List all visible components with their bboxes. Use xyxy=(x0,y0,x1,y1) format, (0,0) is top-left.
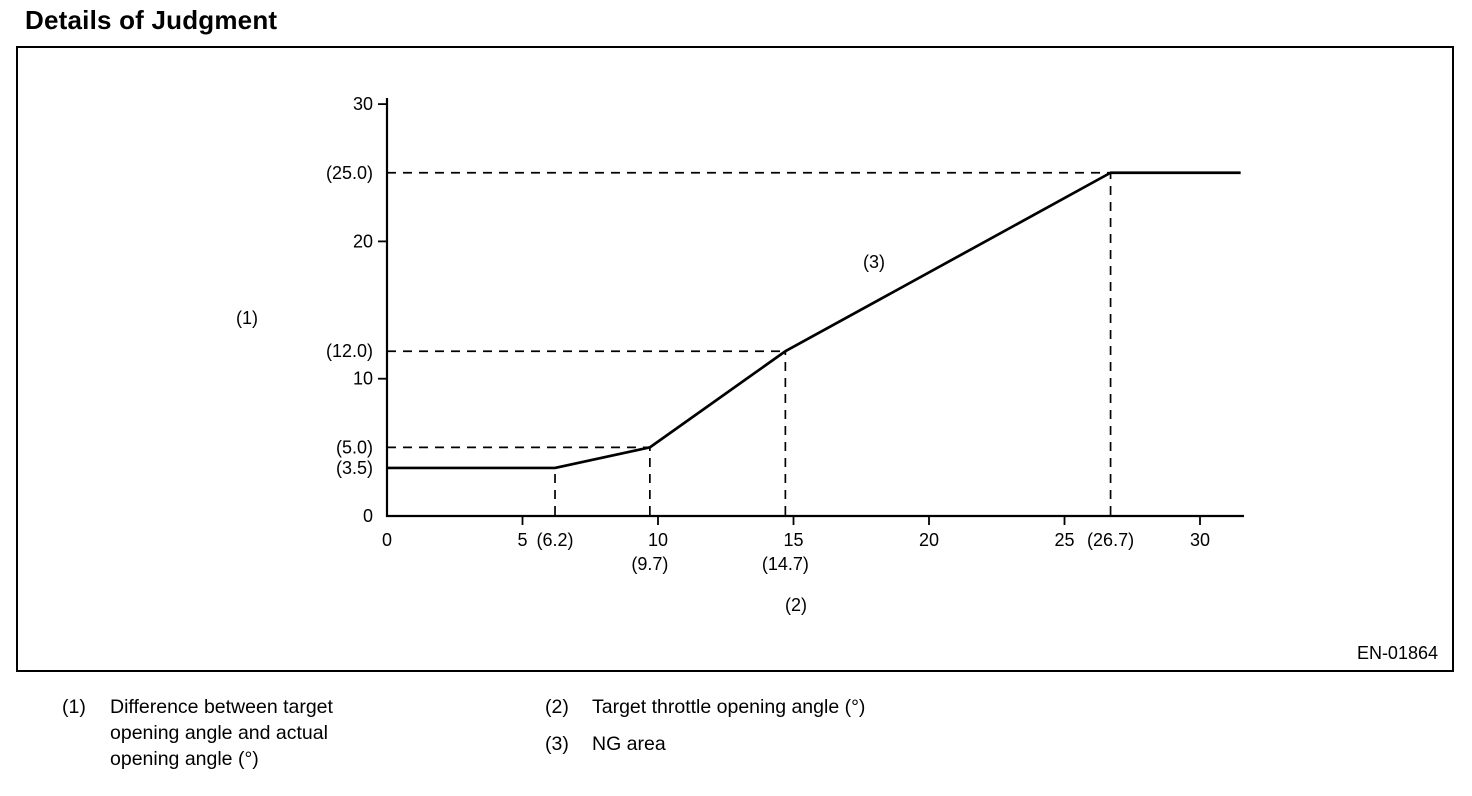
legend-ref-1: (1) xyxy=(62,696,86,718)
axes xyxy=(385,98,1244,518)
figure-code: EN-01864 xyxy=(1356,643,1438,663)
x-tick-label: 5 xyxy=(517,530,527,550)
x-tick-label: 20 xyxy=(919,530,939,550)
page-title: Details of Judgment xyxy=(25,5,278,35)
x-threshold-label: (14.7) xyxy=(762,554,809,574)
x-tick-label: 10 xyxy=(648,530,668,550)
y-tick-label: 30 xyxy=(353,94,373,114)
x-tick-label: 0 xyxy=(382,530,392,550)
y-tick-label: 0 xyxy=(363,506,373,526)
legend-text-1: Difference between target opening angle … xyxy=(110,696,333,770)
curve-ref-label: (3) xyxy=(863,252,885,272)
y-axis-ref-label: (1) xyxy=(236,308,258,328)
x-tick-label: 30 xyxy=(1190,530,1210,550)
legend-ref-3: (3) xyxy=(545,733,569,755)
judgment-boundary-curve xyxy=(387,171,1241,470)
y-tick-label: 10 xyxy=(353,369,373,389)
y-threshold-label: (25.0) xyxy=(326,163,373,183)
y-threshold-label: (5.0) xyxy=(336,437,373,457)
x-tick-label: 25 xyxy=(1054,530,1074,550)
legend-text-3: NG area xyxy=(592,733,666,755)
legend-ref-2: (2) xyxy=(545,696,569,718)
x-threshold-label: (26.7) xyxy=(1087,530,1134,550)
chart-container: 0 10 20 30 (3.5) (5.0) (12.0) (25.0) 0 5 10 15 20 25 3… xyxy=(16,46,1454,672)
y-threshold-label: (3.5) xyxy=(336,458,373,478)
x-threshold-label: (6.2) xyxy=(537,530,574,550)
x-tick-label: 15 xyxy=(783,530,803,550)
x-axis-ref-label: (2) xyxy=(785,595,807,615)
y-threshold-label: (12.0) xyxy=(326,341,373,361)
x-threshold-label: (9.7) xyxy=(631,554,668,574)
y-tick-label: 20 xyxy=(353,231,373,251)
legend-text-2: Target throttle opening angle (°) xyxy=(592,696,866,718)
judgment-chart: 0 10 20 30 (3.5)(5.0) (12.0) (25.0) 0 5 10 15 20 25 3… xyxy=(326,94,1244,574)
